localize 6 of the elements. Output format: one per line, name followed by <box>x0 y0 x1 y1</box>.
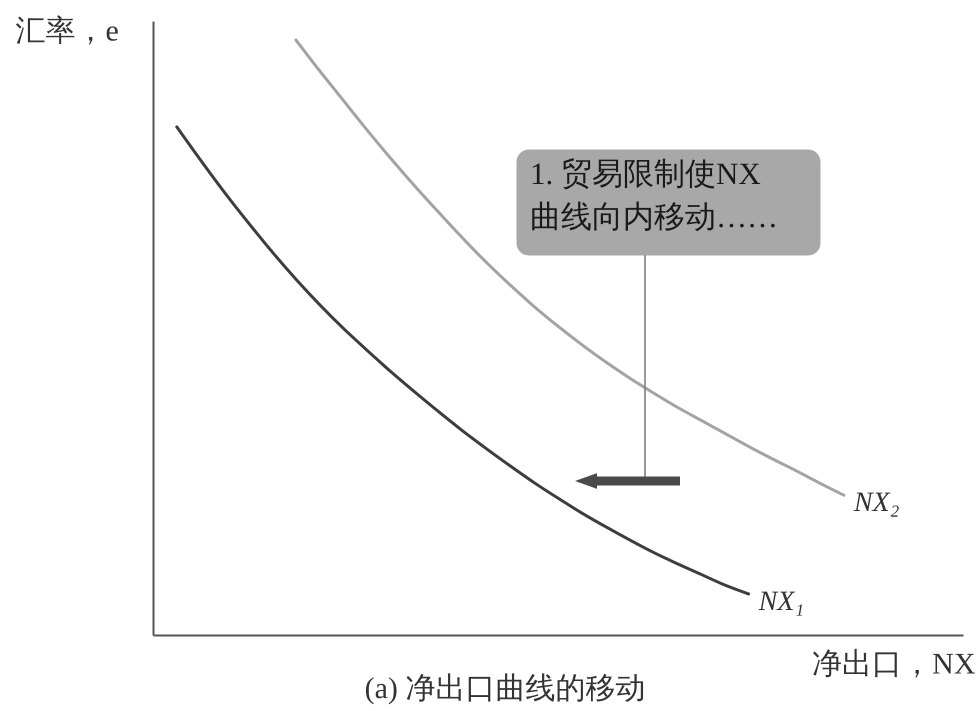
annotation: 1. 贸易限制使NX 曲线向内移动…… <box>530 156 778 234</box>
y-axis-title: 汇率，e <box>16 14 119 48</box>
text: (a) 净出口曲线的移动 <box>364 672 646 705</box>
x-axis-title: 净出口，NX <box>812 648 976 680</box>
series-label: NX₁ <box>758 586 804 617</box>
series-label: NX₂ <box>852 487 900 518</box>
